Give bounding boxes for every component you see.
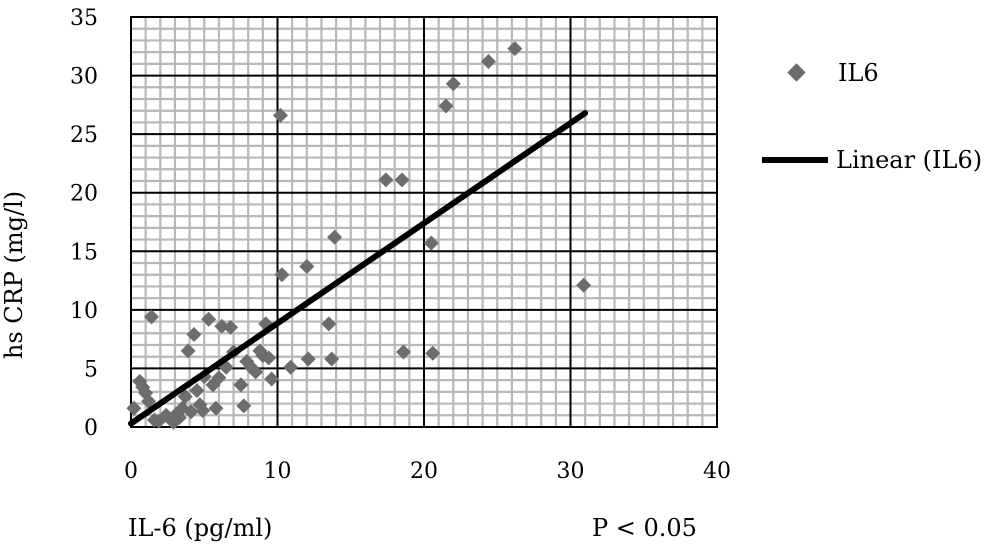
il6-data-points <box>126 41 592 430</box>
minor-gridlines <box>131 17 717 427</box>
data-point <box>208 400 224 416</box>
data-point <box>272 107 288 123</box>
data-point <box>183 404 199 420</box>
data-point <box>141 393 157 409</box>
y-tick-label: 30 <box>70 65 98 90</box>
data-point <box>236 398 252 414</box>
data-point <box>283 359 299 375</box>
y-axis-tick-labels: 0 5 10 15 20 25 30 35 <box>70 6 98 441</box>
data-point <box>261 350 277 366</box>
legend-label-linear: Linear (IL6) <box>836 146 982 174</box>
data-point <box>201 311 217 327</box>
data-point <box>327 229 343 245</box>
data-point <box>144 309 160 325</box>
data-point <box>321 316 337 332</box>
data-point <box>438 98 454 114</box>
x-axis-title: IL-6 (pg/ml) <box>128 514 272 542</box>
y-tick-label: 20 <box>70 182 98 207</box>
y-tick-label: 15 <box>70 240 98 265</box>
data-point <box>274 267 290 283</box>
legend-label-il6: IL6 <box>838 59 879 87</box>
x-tick-label: 30 <box>557 459 585 484</box>
x-tick-label: 40 <box>703 459 731 484</box>
linear-trendline <box>128 110 589 427</box>
data-point <box>299 259 315 275</box>
data-point <box>378 172 394 188</box>
data-point <box>395 344 411 360</box>
data-point <box>126 400 142 416</box>
data-point <box>425 345 441 361</box>
data-point <box>445 76 461 92</box>
data-point <box>177 389 193 405</box>
data-point <box>507 41 523 57</box>
data-point <box>576 277 592 293</box>
data-point <box>324 351 340 367</box>
x-tick-label: 10 <box>264 459 292 484</box>
legend: IL6 Linear (IL6) <box>762 59 982 174</box>
data-point <box>264 371 280 387</box>
x-axis-tick-labels: 0 10 20 30 40 <box>124 459 731 484</box>
data-point <box>233 377 249 393</box>
data-point <box>394 172 410 188</box>
data-point <box>300 351 316 367</box>
data-point <box>423 235 439 251</box>
data-point <box>211 370 227 386</box>
y-tick-label: 35 <box>70 6 98 31</box>
data-point <box>180 343 196 359</box>
legend-marker-diamond <box>787 63 806 82</box>
y-tick-label: 0 <box>84 416 98 441</box>
y-tick-label: 10 <box>70 299 98 324</box>
y-tick-label: 5 <box>84 357 98 382</box>
data-point <box>248 364 264 380</box>
data-point <box>195 403 211 419</box>
plot-area-frame <box>130 16 718 428</box>
x-tick-label: 0 <box>124 459 138 484</box>
data-point <box>186 326 202 342</box>
data-point <box>189 383 205 399</box>
p-value-annotation: P < 0.05 <box>592 514 697 542</box>
data-point <box>214 318 230 334</box>
y-axis-title: hs CRP (mg/l) <box>0 191 28 359</box>
x-tick-label: 20 <box>410 459 438 484</box>
data-point <box>223 319 239 335</box>
data-point <box>480 54 496 70</box>
y-tick-label: 25 <box>70 123 98 148</box>
